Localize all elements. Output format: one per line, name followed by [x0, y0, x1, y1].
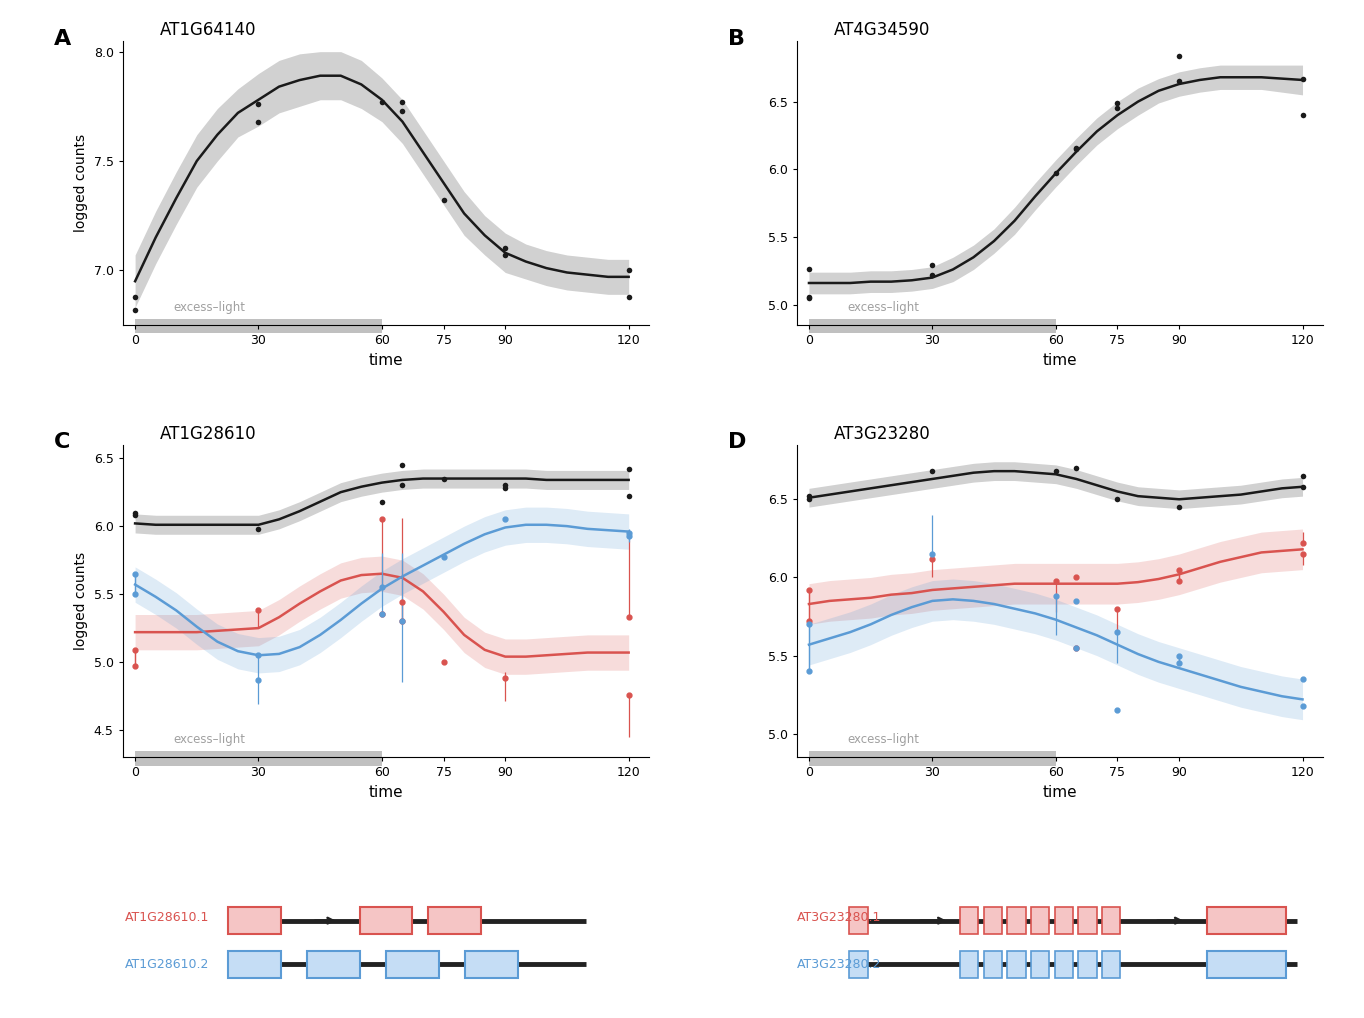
- Point: [371, 94, 393, 110]
- Bar: [983, 907, 1003, 935]
- Bar: [386, 951, 439, 978]
- Bar: [1054, 951, 1073, 978]
- Point: [618, 288, 640, 304]
- Point: [1106, 95, 1128, 111]
- Point: [922, 267, 944, 283]
- Point: [1168, 73, 1189, 90]
- Text: C: C: [55, 432, 71, 452]
- Point: [124, 301, 146, 318]
- Bar: [1007, 951, 1026, 978]
- Text: D: D: [728, 432, 746, 452]
- Bar: [1079, 951, 1097, 978]
- Bar: [960, 907, 978, 935]
- Bar: [228, 907, 281, 935]
- Point: [391, 103, 413, 119]
- Point: [1292, 70, 1314, 87]
- Point: [1292, 467, 1314, 484]
- Bar: [428, 907, 480, 935]
- Point: [798, 290, 820, 306]
- Point: [494, 479, 516, 496]
- Bar: [307, 951, 360, 978]
- Text: AT1G64140: AT1G64140: [160, 21, 256, 39]
- Text: AT1G28610.2: AT1G28610.2: [125, 958, 210, 971]
- Point: [248, 113, 270, 129]
- Text: AT1G28610: AT1G28610: [160, 425, 256, 443]
- Text: AT1G28610.1: AT1G28610.1: [125, 911, 210, 924]
- Bar: [1102, 951, 1120, 978]
- X-axis label: time: time: [368, 352, 404, 367]
- Point: [1065, 140, 1087, 157]
- Point: [248, 96, 270, 112]
- X-axis label: time: time: [368, 785, 404, 800]
- Bar: [1207, 951, 1286, 978]
- X-axis label: time: time: [1042, 352, 1078, 367]
- Point: [391, 94, 413, 110]
- Text: excess–light: excess–light: [173, 733, 246, 745]
- Point: [494, 240, 516, 257]
- Bar: [1054, 907, 1073, 935]
- Y-axis label: logged counts: logged counts: [74, 552, 89, 649]
- Bar: [1031, 907, 1049, 935]
- Point: [432, 470, 454, 487]
- Bar: [960, 951, 978, 978]
- Bar: [228, 951, 281, 978]
- Bar: [1102, 907, 1120, 935]
- Bar: [465, 951, 517, 978]
- Point: [494, 477, 516, 494]
- Point: [618, 263, 640, 279]
- Point: [124, 504, 146, 520]
- Bar: [1079, 907, 1097, 935]
- Text: AT3G23280.1: AT3G23280.1: [797, 911, 881, 924]
- Bar: [1031, 951, 1049, 978]
- Point: [798, 262, 820, 278]
- Point: [1292, 478, 1314, 495]
- Bar: [809, 751, 1056, 767]
- Bar: [135, 320, 382, 333]
- Point: [798, 288, 820, 304]
- Text: excess–light: excess–light: [173, 301, 246, 315]
- Bar: [809, 320, 1056, 333]
- Point: [371, 494, 393, 510]
- Point: [1045, 463, 1067, 479]
- Bar: [850, 907, 868, 935]
- Bar: [360, 907, 412, 935]
- Point: [124, 288, 146, 304]
- Bar: [135, 751, 382, 767]
- Point: [391, 457, 413, 473]
- Point: [798, 491, 820, 507]
- Point: [432, 192, 454, 209]
- Point: [391, 477, 413, 494]
- Point: [1106, 100, 1128, 116]
- Point: [618, 461, 640, 477]
- Point: [1292, 107, 1314, 123]
- Point: [1106, 491, 1128, 507]
- Bar: [1207, 907, 1286, 935]
- Text: AT3G23280: AT3G23280: [833, 425, 930, 443]
- Point: [1065, 139, 1087, 156]
- Text: AT3G23280.2: AT3G23280.2: [797, 958, 881, 971]
- Text: A: A: [55, 30, 71, 49]
- Point: [922, 258, 944, 274]
- Point: [798, 488, 820, 504]
- Point: [1065, 460, 1087, 476]
- Bar: [983, 951, 1003, 978]
- Point: [1168, 48, 1189, 64]
- Text: excess–light: excess–light: [847, 733, 919, 745]
- Text: excess–light: excess–light: [847, 301, 919, 315]
- Point: [618, 488, 640, 504]
- X-axis label: time: time: [1042, 785, 1078, 800]
- Point: [922, 463, 944, 479]
- Bar: [1007, 907, 1026, 935]
- Point: [1168, 499, 1189, 515]
- Point: [124, 507, 146, 523]
- Text: B: B: [728, 30, 745, 49]
- Point: [494, 246, 516, 263]
- Y-axis label: logged counts: logged counts: [74, 133, 89, 232]
- Bar: [850, 951, 868, 978]
- Point: [248, 520, 270, 536]
- Point: [1045, 165, 1067, 181]
- Text: AT4G34590: AT4G34590: [833, 21, 930, 39]
